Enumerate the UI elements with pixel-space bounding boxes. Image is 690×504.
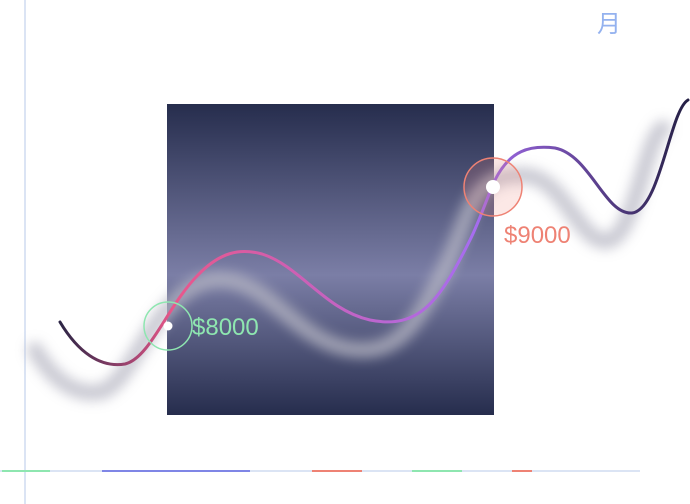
high-point-marker <box>463 157 523 217</box>
low-point-marker <box>143 301 193 351</box>
high-point-label: $9000 <box>504 222 571 249</box>
series-line-shadow <box>27 120 671 401</box>
series-line <box>58 98 690 367</box>
highlight-range-panel <box>167 104 494 415</box>
unit-label: 月 <box>597 10 621 38</box>
low-point-label: $8000 <box>192 314 259 341</box>
